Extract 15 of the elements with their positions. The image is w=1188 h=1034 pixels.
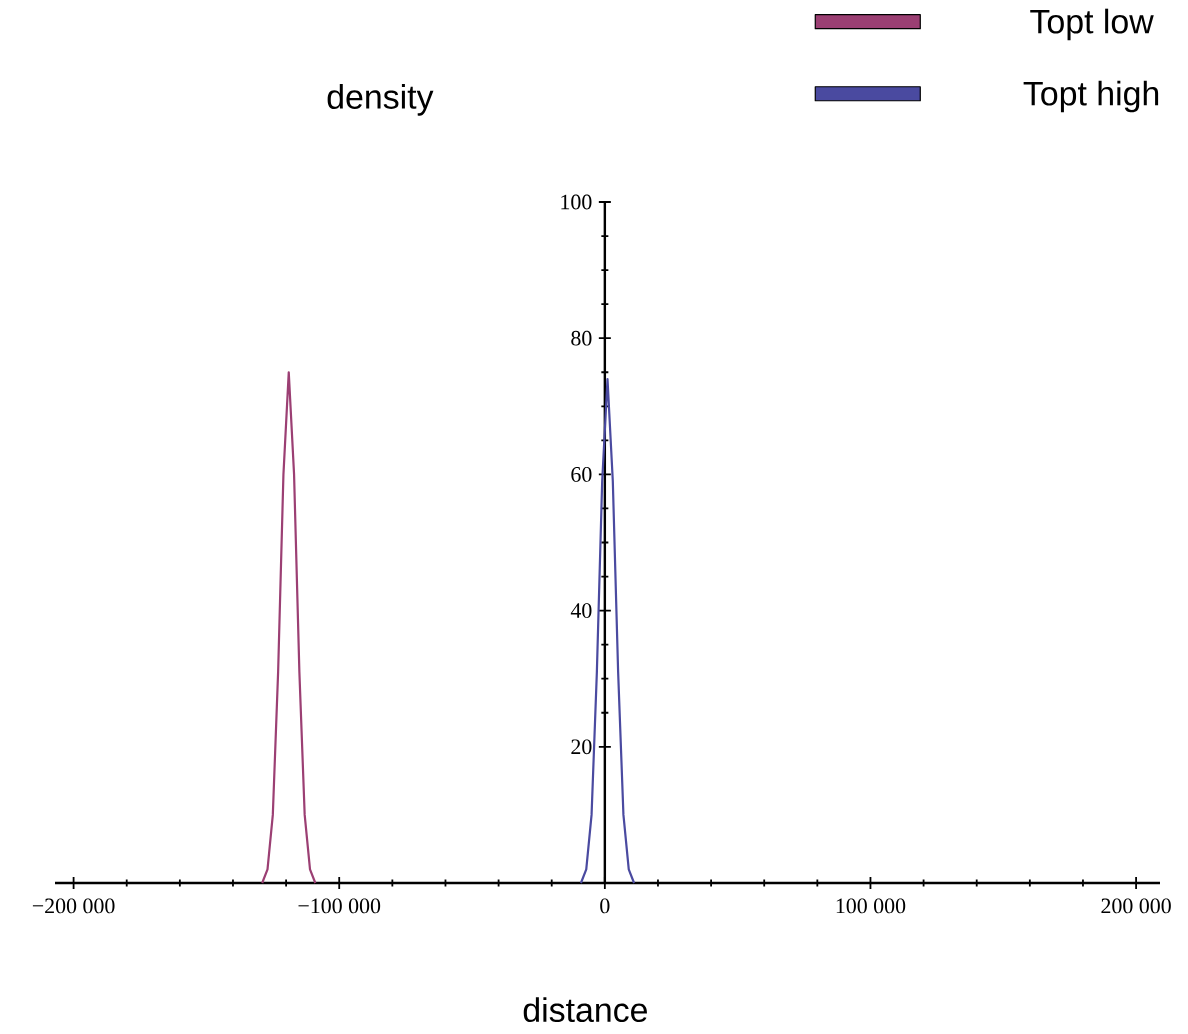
y-tick-label: 40 <box>570 603 592 618</box>
y-tick-label: 20 <box>571 739 592 755</box>
y-tick-label: 60 <box>571 467 592 482</box>
x-tick-label: 0 <box>600 898 610 914</box>
x-axis-title: distance <box>523 997 647 1023</box>
text: Topt high <box>1023 80 1159 113</box>
x-tick-label: −200 000 <box>32 898 115 914</box>
y-axis-title: density <box>327 84 434 116</box>
text: Topt low <box>1030 8 1154 41</box>
y-tick-label: 100 <box>561 194 592 210</box>
x-tick-label: 200 000 <box>1101 898 1171 914</box>
line-series <box>261 371 317 885</box>
x-tick-label: 100 000 <box>836 898 906 914</box>
x-tick-label: −100 000 <box>298 898 381 914</box>
y-tick-label: 80 <box>571 330 592 346</box>
